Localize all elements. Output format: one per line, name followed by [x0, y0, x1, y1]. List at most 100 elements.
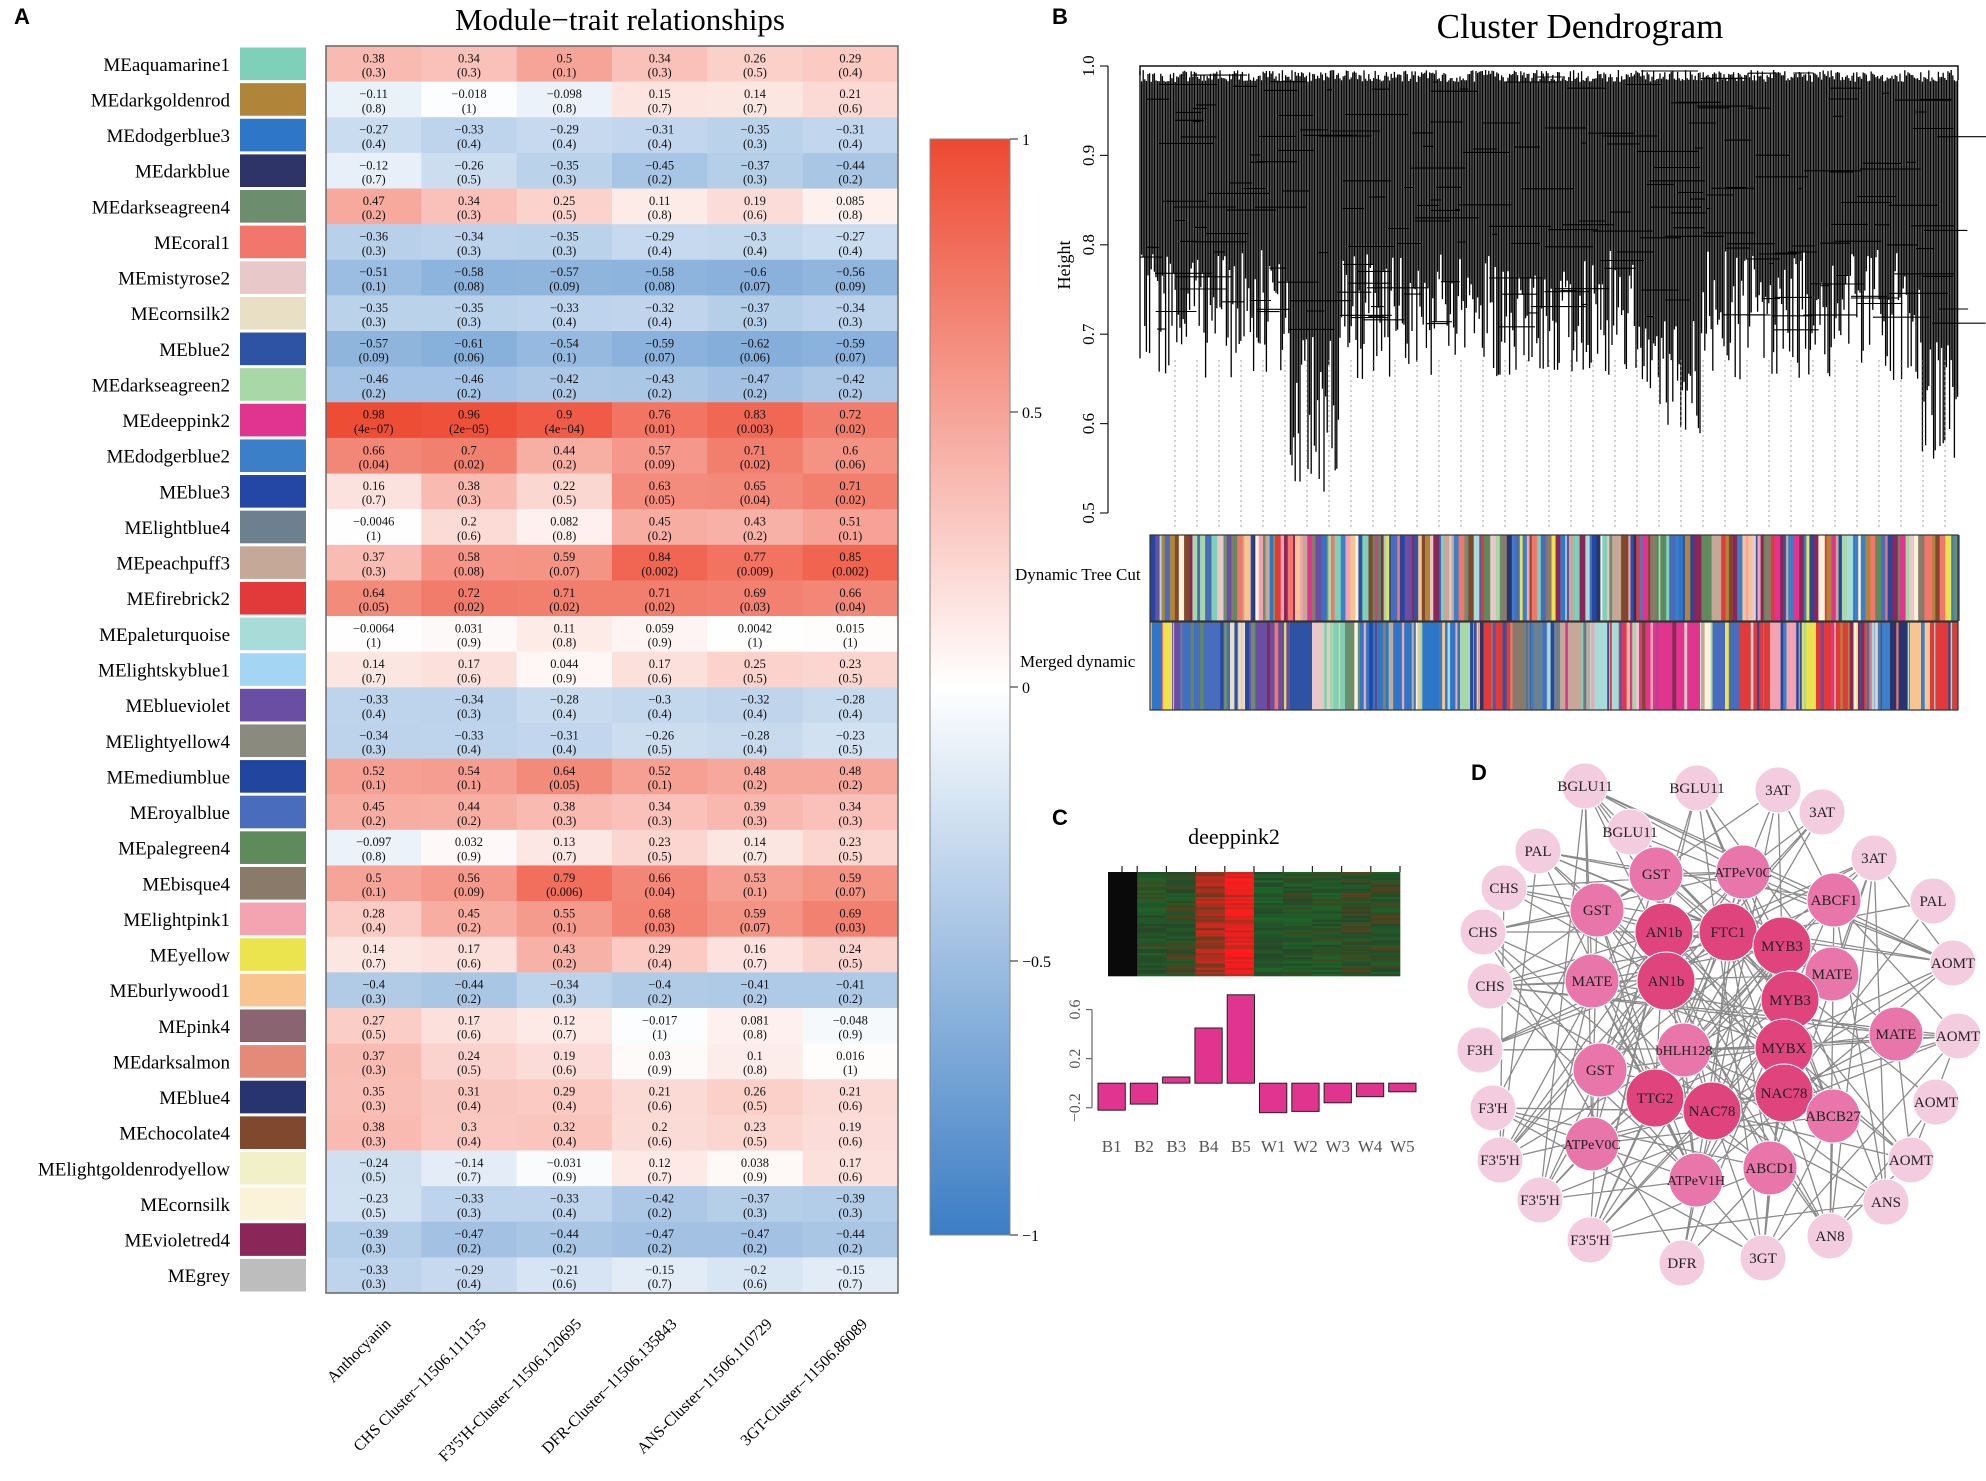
- cell-correlation: 0.23: [744, 1120, 766, 1134]
- cell-pvalue: (0.8): [743, 1028, 767, 1042]
- cell-pvalue: (0.5): [648, 743, 672, 757]
- expression-cell: [1166, 946, 1196, 950]
- expression-cell: [1312, 880, 1342, 883]
- heatmap-cell: [802, 224, 899, 261]
- module-color-swatch: [240, 261, 306, 294]
- merged-stripe: [1324, 622, 1327, 710]
- cell-pvalue: (0.8): [552, 101, 576, 115]
- heatmap-cell: [802, 580, 899, 617]
- dynamic-cut-stripe: [1858, 535, 1862, 621]
- network-node: AN8: [1806, 1212, 1854, 1260]
- cell-pvalue: (0.9): [457, 636, 481, 650]
- dynamic-cut-stripe: [1155, 535, 1160, 621]
- expression-cell: [1195, 888, 1226, 891]
- cell-correlation: −0.31: [836, 123, 865, 137]
- merged-stripe: [1190, 622, 1194, 710]
- heatmap-cell: [707, 1150, 804, 1187]
- cell-correlation: −0.35: [550, 230, 579, 244]
- dynamic-cut-stripe: [1642, 535, 1649, 621]
- merged-stripe: [1442, 622, 1446, 710]
- expression-cell: [1283, 888, 1313, 891]
- dynamic-cut-stripe: [1684, 535, 1691, 621]
- dynamic-cut-stripe: [1211, 535, 1218, 621]
- dynamic-cut-stripe: [1331, 535, 1335, 621]
- dynamic-cut-stripe: [1589, 535, 1593, 621]
- cell-pvalue: (0.3): [743, 1206, 767, 1220]
- cell-correlation: 0.48: [839, 764, 861, 778]
- merged-stripe: [1780, 622, 1785, 710]
- expression-cell: [1312, 928, 1342, 931]
- color-scale-ticks: 10.50−0.5−1: [1010, 132, 1051, 1245]
- heatmap-cell: [516, 1007, 613, 1045]
- heatmap-cell: [802, 794, 899, 831]
- dynamic-cut-stripe: [1231, 535, 1234, 621]
- expression-cell: [1166, 955, 1196, 958]
- expression-cell: [1108, 890, 1138, 894]
- panel-a-letter: A: [14, 4, 30, 29]
- heatmap-cell: [326, 295, 422, 332]
- expression-cell: [1254, 926, 1284, 929]
- dynamic-cut-stripe: [1374, 535, 1379, 621]
- expression-cell: [1283, 930, 1313, 933]
- expression-cell: [1108, 897, 1138, 900]
- expression-cell: [1195, 917, 1226, 921]
- dynamic-cut-stripe: [1481, 535, 1485, 621]
- network-node-label: GST: [1642, 867, 1670, 883]
- expression-cell: [1224, 944, 1255, 948]
- expression-cell: [1166, 949, 1196, 952]
- expression-cell: [1224, 959, 1255, 962]
- module-title-deeppink2: deeppink2: [1188, 824, 1280, 849]
- cell-pvalue: (0.08): [454, 279, 484, 293]
- expression-cell: [1312, 944, 1342, 948]
- network-node: CHS: [1480, 864, 1528, 912]
- dynamic-cut-stripe: [1418, 535, 1423, 621]
- network-node: GST: [1569, 882, 1625, 938]
- dynamic-cut-stripe: [1425, 535, 1431, 621]
- cell-pvalue: (0.7): [362, 671, 386, 685]
- heatmap-cell: [611, 901, 708, 938]
- heatmap-cell: [802, 1150, 899, 1187]
- expression-cell: [1195, 949, 1226, 952]
- expression-cell: [1254, 921, 1284, 925]
- cell-pvalue: (0.6): [457, 529, 481, 543]
- network-node: NAC78: [1682, 1081, 1742, 1141]
- expression-cell: [1195, 878, 1226, 881]
- cell-correlation: −0.61: [455, 336, 484, 350]
- expression-cell: [1137, 882, 1167, 885]
- expression-cell: [1341, 890, 1372, 894]
- cell-correlation: 0.43: [553, 942, 575, 956]
- heatmap-cell: [707, 651, 804, 688]
- expression-cell: [1166, 897, 1196, 900]
- cell-correlation: 0.65: [744, 479, 766, 493]
- merged-module-block: [1620, 622, 1700, 710]
- merged-stripe: [1240, 622, 1243, 710]
- network-node: ABCB27: [1805, 1088, 1861, 1144]
- expression-cell: [1283, 917, 1313, 921]
- expression-cell: [1370, 946, 1401, 950]
- cell-pvalue: (0.6): [838, 101, 862, 115]
- network-node: F3'5'H: [1566, 1216, 1614, 1264]
- expression-cell: [1195, 907, 1226, 910]
- expression-cell: [1166, 874, 1196, 877]
- module-label: MEdodgerblue3: [107, 126, 230, 147]
- expression-cell: [1341, 973, 1372, 977]
- heatmap-cell: [611, 1221, 708, 1258]
- dynamic-cut-stripe: [1945, 535, 1952, 621]
- expression-cell: [1137, 919, 1167, 923]
- cell-correlation: −0.34: [455, 693, 485, 707]
- cell-correlation: −0.62: [741, 336, 770, 350]
- expression-cell: [1137, 901, 1167, 904]
- network-node-label: BGLU11: [1602, 825, 1657, 841]
- dynamic-cut-stripe: [1237, 535, 1243, 621]
- cell-pvalue: (0.7): [362, 173, 386, 187]
- expression-cell: [1283, 938, 1313, 941]
- expression-cell: [1195, 913, 1226, 916]
- dynamic-cut-stripe: [1174, 535, 1180, 621]
- cell-correlation: 0.03: [649, 1049, 671, 1063]
- cell-pvalue: (0.2): [743, 386, 767, 400]
- cell-pvalue: (0.3): [743, 137, 767, 151]
- dynamic-cut-stripe: [1788, 535, 1794, 621]
- network-node: MYBX: [1754, 1018, 1814, 1078]
- dynamic-cut-stripe: [1184, 535, 1190, 621]
- dynamic-cut-stripe: [1223, 535, 1228, 621]
